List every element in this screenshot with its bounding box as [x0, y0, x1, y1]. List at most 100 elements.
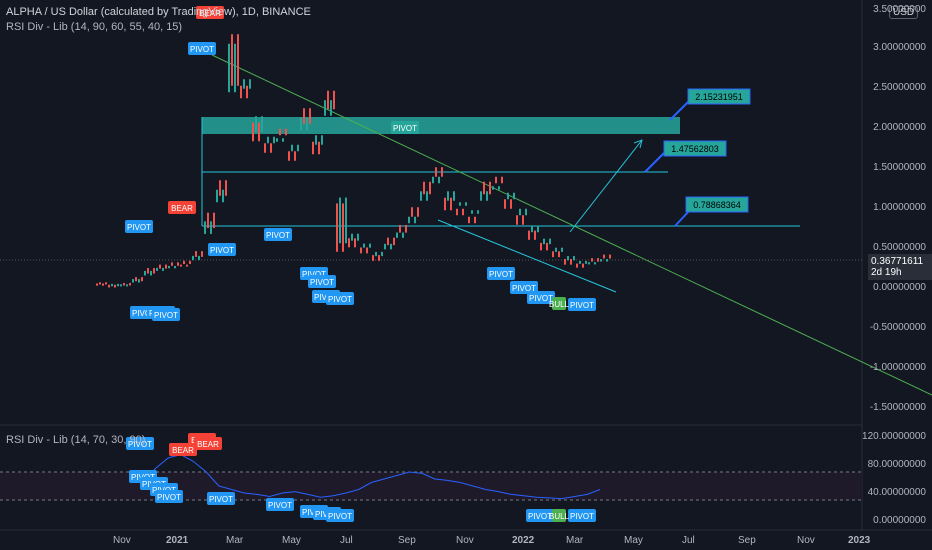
candle [444, 197, 446, 211]
channel-line[interactable] [437, 219, 617, 293]
candle [141, 277, 143, 282]
candle [102, 283, 104, 286]
candle [504, 199, 506, 209]
indicator-legend-bottom[interactable]: RSI Div - Lib (14, 70, 30, 90) [6, 434, 146, 446]
time-tick: Sep [398, 535, 416, 546]
target-callout-text: 0.78868364 [693, 200, 741, 210]
rsi-line [129, 453, 601, 500]
candle [534, 230, 536, 240]
candle [111, 283, 113, 287]
candle [450, 197, 452, 211]
candle [498, 186, 500, 190]
price-tick: 0.00000000 [873, 282, 926, 293]
currency-badge[interactable]: USD [889, 6, 919, 19]
candle [153, 268, 155, 274]
indicator-legend-top[interactable]: RSI Div - Lib (14, 90, 60, 55, 40, 15) [6, 21, 183, 33]
last-price-value: 0.36771611 [871, 256, 924, 267]
signal-badge [125, 220, 153, 233]
candle [246, 85, 248, 99]
target-callout [663, 140, 727, 157]
candle [405, 224, 407, 233]
signal-text: PIVOT [310, 278, 334, 287]
time-tick: May [282, 535, 301, 546]
candle [132, 279, 134, 283]
signal-text: PIVOT [132, 309, 156, 318]
time-tick: Nov [113, 535, 131, 546]
projection-arrow[interactable] [569, 139, 643, 233]
candle [306, 117, 308, 131]
candle [120, 284, 122, 287]
candle [507, 192, 509, 200]
candle [309, 108, 311, 124]
last-price-tag: 0.36771611 2d 19h [868, 254, 932, 280]
candle [321, 135, 323, 145]
candle [378, 255, 380, 261]
candle [492, 186, 494, 190]
signal-text: PIVOT [512, 284, 536, 293]
candle [570, 258, 572, 265]
rsi-tick: 0.00000000 [873, 515, 926, 526]
candle [549, 238, 551, 245]
time-tick: 2023 [848, 535, 871, 546]
candle [129, 282, 131, 286]
time-tick: Jul [340, 535, 353, 546]
candle [228, 43, 230, 93]
candle [420, 191, 422, 201]
candle [366, 247, 368, 254]
candle [276, 138, 278, 142]
candle [231, 34, 233, 86]
candle [285, 128, 287, 136]
signal-text: PIVOT [489, 270, 513, 279]
signal-badge [196, 6, 224, 19]
time-tick: Nov [456, 535, 474, 546]
resistance-zone[interactable] [202, 117, 680, 134]
candle [438, 176, 440, 184]
candle [426, 191, 428, 201]
candle [159, 264, 161, 269]
signal-labels: PIVOT PIVOT PIVOT PIVOT PIVOT PIVOT PIVOT PIVOT… [125, 6, 751, 522]
candle [375, 251, 377, 257]
signal-badge [188, 42, 216, 55]
signal-text: PIVOT [190, 45, 214, 54]
signal-text: BULL [549, 512, 570, 521]
trend-line[interactable] [211, 54, 932, 396]
target-callout-text: 1.47562803 [671, 144, 719, 154]
candle [585, 260, 587, 264]
candle [555, 247, 557, 252]
signal-text: PIVOT [328, 512, 352, 521]
signal-text: PIVOT [266, 231, 290, 240]
signal-badge [568, 509, 596, 522]
time-tick: Mar [226, 535, 244, 546]
candle [351, 233, 353, 241]
candle [99, 282, 101, 285]
signal-badge [266, 498, 294, 511]
rsi-tick: 120.00000000 [862, 431, 926, 442]
candle [150, 270, 152, 276]
signal-text: PIVOT [528, 512, 552, 521]
candle [144, 270, 146, 276]
signal-text: PIVOT [127, 223, 151, 232]
signal-badge [264, 228, 292, 241]
candle [201, 251, 203, 257]
signal-badge [526, 509, 554, 522]
time-tick: 2022 [512, 535, 535, 546]
candle [519, 208, 521, 216]
candle [210, 221, 212, 234]
candle [483, 181, 485, 195]
signal-badge [152, 308, 180, 321]
candle [372, 255, 374, 261]
candle [606, 259, 608, 262]
candle [357, 233, 359, 241]
candle [528, 230, 530, 240]
signal-badge [568, 298, 596, 311]
candle [258, 122, 260, 142]
candle [105, 282, 107, 285]
signal-text: BEAR [197, 440, 219, 449]
candle [363, 243, 365, 248]
candle [447, 191, 449, 201]
candle [516, 215, 518, 225]
signal-text: BEAR [171, 204, 193, 213]
candle [543, 238, 545, 245]
candle [477, 210, 479, 214]
